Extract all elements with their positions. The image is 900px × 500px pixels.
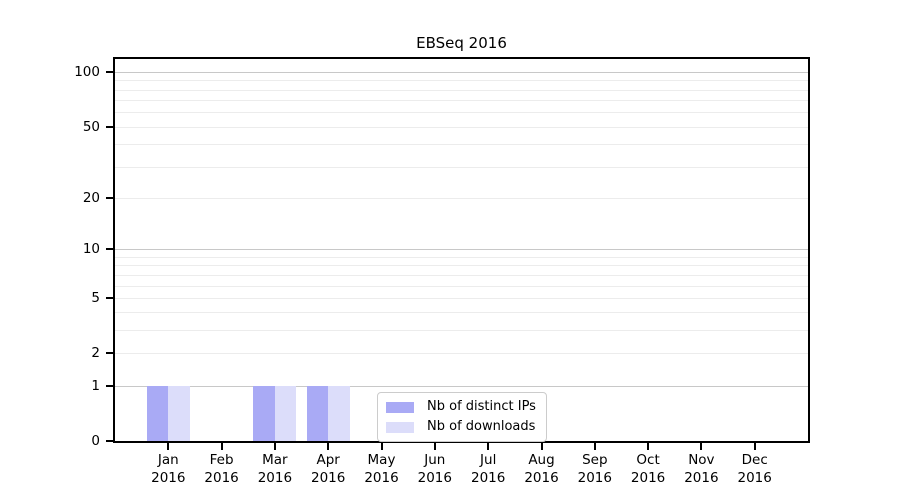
x-tick-year: 2016	[257, 470, 293, 486]
gridline-y-70	[115, 100, 808, 102]
y-tick-2	[106, 352, 113, 355]
x-tick-month: Mar	[262, 452, 288, 468]
x-tick-jan	[167, 443, 170, 450]
y-tick-label-50: 50	[82, 118, 100, 135]
plot-area: Nb of distinct IPs Nb of downloads	[113, 57, 810, 443]
x-tick-month: Dec	[741, 452, 768, 468]
legend-swatch-downloads-icon	[386, 421, 414, 433]
x-tick-label-jul: Jul 2016	[448, 451, 528, 487]
y-tick-label-2: 2	[91, 345, 100, 362]
x-tick-label-feb: Feb 2016	[182, 451, 262, 487]
gridline-y-20	[115, 197, 808, 199]
bar-mar-series1	[274, 385, 297, 441]
y-tick-label-1: 1	[91, 377, 100, 394]
y-tick-50	[106, 125, 113, 128]
x-tick-month: Apr	[316, 452, 340, 468]
gridline-y-90	[115, 80, 808, 82]
gridline-y-2	[115, 353, 808, 355]
gridline-y-10	[115, 249, 808, 251]
bar-apr-series0	[306, 385, 329, 441]
x-tick-sep	[593, 443, 596, 450]
y-tick-label-10: 10	[82, 241, 100, 258]
x-tick-month: May	[367, 452, 396, 468]
chart-title: EBSeq 2016	[416, 34, 507, 52]
x-tick-label-mar: Mar 2016	[235, 451, 315, 487]
y-tick-100	[106, 71, 113, 74]
x-tick-month: Jul	[480, 452, 497, 468]
gridline-y-80	[115, 89, 808, 91]
y-tick-label-0: 0	[91, 433, 100, 449]
x-tick-year: 2016	[204, 470, 239, 486]
x-tick-dec	[753, 443, 756, 450]
x-tick-month: Oct	[636, 452, 660, 468]
x-tick-jun	[433, 443, 436, 450]
x-tick-year: 2016	[524, 470, 559, 486]
bar-jan-series0	[146, 385, 169, 441]
y-tick-10	[106, 248, 113, 251]
x-tick-apr	[327, 443, 330, 450]
x-tick-label-jun: Jun 2016	[395, 451, 475, 487]
x-tick-month: Feb	[209, 452, 234, 468]
gridline-y-1	[115, 385, 808, 387]
x-tick-nov	[700, 443, 703, 450]
legend: Nb of distinct IPs Nb of downloads	[377, 392, 547, 442]
gridline-y-5	[115, 297, 808, 299]
gridline-y-30	[115, 166, 808, 168]
x-tick-label-sep: Sep 2016	[555, 451, 635, 487]
bar-mar-series0	[253, 385, 275, 441]
y-tick-0	[106, 440, 113, 442]
y-tick-20	[106, 196, 113, 199]
legend-row-distinct-ips: Nb of distinct IPs	[386, 399, 536, 415]
y-tick-label-100: 100	[74, 64, 100, 81]
gridline-y-3	[115, 330, 808, 332]
x-tick-month: Sep	[582, 452, 608, 468]
x-tick-year: 2016	[151, 470, 186, 486]
x-tick-may	[380, 443, 383, 450]
y-tick-label-20: 20	[82, 189, 100, 206]
x-tick-jul	[487, 443, 490, 450]
x-tick-label-aug: Aug 2016	[502, 451, 582, 487]
y-tick-label-5: 5	[91, 289, 100, 306]
x-tick-year: 2016	[364, 470, 399, 486]
bar-apr-series1	[328, 385, 350, 441]
gridline-y-40	[115, 144, 808, 146]
x-tick-label-oct: Oct 2016	[608, 451, 688, 487]
legend-label-downloads: Nb of downloads	[427, 419, 536, 434]
x-tick-oct	[647, 443, 650, 450]
gridline-y-7	[115, 274, 808, 276]
gridline-y-60	[115, 112, 808, 114]
x-tick-month: Jun	[424, 452, 446, 468]
x-tick-label-nov: Nov 2016	[661, 451, 741, 487]
x-tick-year: 2016	[630, 470, 666, 486]
x-tick-year: 2016	[311, 470, 346, 486]
gridline-y-4	[115, 312, 808, 314]
x-tick-year: 2016	[417, 470, 452, 486]
y-tick-1	[106, 384, 113, 387]
x-tick-month: Jan	[157, 452, 179, 468]
x-tick-mar	[273, 443, 276, 450]
x-tick-label-may: May 2016	[342, 451, 422, 487]
x-tick-label-dec: Dec 2016	[715, 451, 795, 487]
gridline-y-50	[115, 126, 808, 128]
x-tick-year: 2016	[684, 470, 719, 486]
legend-swatch-distinct-ips-icon	[386, 401, 414, 413]
y-tick-5	[106, 296, 113, 299]
x-tick-label-jan: Jan 2016	[128, 451, 208, 487]
legend-row-downloads: Nb of downloads	[386, 419, 536, 435]
legend-label-distinct-ips: Nb of distinct IPs	[427, 399, 536, 414]
gridline-y-100	[115, 72, 808, 74]
x-tick-year: 2016	[471, 470, 506, 486]
bar-jan-series1	[168, 385, 190, 441]
x-tick-aug	[540, 443, 543, 450]
gridline-y-8	[115, 265, 808, 267]
x-tick-month: Nov	[688, 452, 715, 468]
x-tick-year: 2016	[737, 470, 772, 486]
x-tick-year: 2016	[577, 470, 612, 486]
gridline-y-6	[115, 285, 808, 287]
gridline-y-9	[115, 257, 808, 258]
x-tick-month: Aug	[528, 452, 555, 468]
x-tick-label-apr: Apr 2016	[288, 451, 368, 487]
x-tick-feb	[220, 443, 223, 450]
